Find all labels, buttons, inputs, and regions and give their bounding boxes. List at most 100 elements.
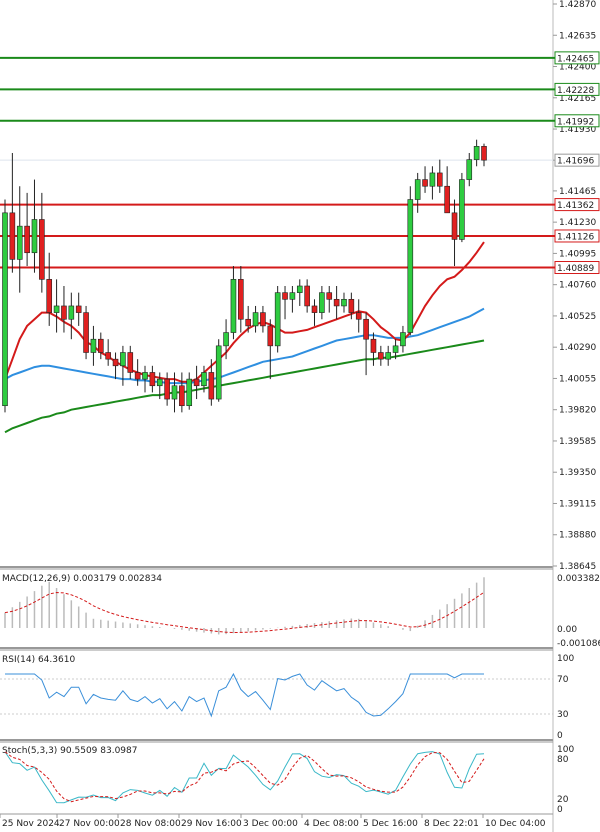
price-tag-label: 1.41696 (557, 157, 594, 167)
rsi-tick-0: 0 (557, 731, 563, 741)
rsi-tick-100: 100 (557, 654, 574, 664)
candle-down (481, 146, 487, 161)
candle-up (90, 338, 97, 353)
level-label: 1.42465 (557, 54, 594, 64)
candle-down (444, 185, 450, 214)
candle-up (400, 332, 406, 347)
time-tick-label: 27 Nov 00:00 (59, 819, 120, 829)
candle-up (215, 345, 222, 400)
candle-up (156, 378, 163, 387)
candle-up (392, 345, 399, 353)
candle-up (16, 225, 23, 260)
price-tick-label: 1.42635 (559, 31, 596, 41)
candle-up (252, 312, 259, 327)
macd-tick-bottom: -0.001086 (557, 639, 600, 649)
candle-down (98, 338, 104, 353)
rsi-line (5, 672, 484, 718)
stoch-tick-80: 80 (557, 755, 569, 765)
level-tag (554, 229, 600, 243)
candle-up (53, 305, 60, 313)
candle-down (238, 279, 244, 320)
price-tick-label: 1.40760 (559, 281, 596, 291)
candle-up (466, 159, 473, 180)
candle-down (61, 305, 67, 320)
time-axis: 25 Nov 2024 27 Nov 00:00 28 Nov 08:00 29 No… (0, 814, 546, 829)
price-tick-label: 1.41930 (559, 125, 596, 135)
candle-up (31, 219, 38, 254)
macd-signal-line (4, 591, 485, 634)
candle-up (2, 212, 8, 407)
current-price-tag: 1.41696 (554, 153, 600, 167)
stoch-d-line (4, 751, 485, 803)
price-tick-label: 1.41230 (559, 218, 596, 228)
candle-down (363, 318, 369, 340)
rsi-label: RSI(14) 64.3610 (2, 655, 75, 665)
price-tick-label: 1.40055 (559, 374, 596, 384)
stoch-k-line (4, 751, 485, 804)
candle-down (179, 385, 185, 407)
candle-down (149, 372, 156, 387)
time-tick-label: 25 Nov 2024 (2, 819, 60, 829)
price-tick-label: 1.39115 (559, 499, 596, 509)
candle-up (473, 146, 480, 160)
candle-down (193, 378, 200, 387)
macd-tick-top: 0.003382 (557, 574, 600, 584)
time-tick-label: 29 Nov 16:00 (181, 819, 242, 829)
candle-down (46, 279, 53, 313)
candle-down (245, 318, 251, 327)
candle-up (230, 279, 237, 333)
price-tick-label: 1.38880 (559, 531, 596, 541)
candle-down (83, 312, 89, 353)
level-label: 1.40889 (557, 264, 594, 274)
candle-down (134, 372, 141, 380)
time-tick-label: 3 Dec 00:00 (243, 819, 298, 829)
price-tick-label: 1.39820 (559, 406, 596, 416)
candle-down (370, 338, 377, 353)
level-tag (554, 261, 600, 275)
candle-down (24, 225, 30, 254)
candle-down (333, 298, 340, 307)
level-label: 1.41992 (557, 117, 594, 127)
candle-down (282, 292, 288, 300)
rsi-panel: RSI(14) 64.3610 100 70 30 0 (0, 649, 574, 741)
candle-down (451, 212, 458, 240)
price-tick-label: 1.40525 (559, 312, 596, 322)
time-tick-label: 10 Dec 04:00 (485, 819, 546, 829)
macd-histogram (4, 577, 485, 635)
candle-up (68, 305, 75, 320)
level-tag (554, 198, 600, 212)
level-tag (554, 82, 600, 96)
candle-up (142, 372, 148, 380)
candle-up (120, 352, 126, 367)
candle-down (9, 212, 16, 260)
level-tag (554, 51, 600, 65)
candle-down (112, 358, 119, 367)
candle-up (186, 378, 193, 407)
candle-down (75, 305, 82, 313)
level-label: 1.41126 (557, 232, 594, 242)
price-tick-label: 1.42400 (559, 63, 596, 73)
time-tick-label: 8 Dec 22:01 (424, 819, 479, 829)
candle-down (355, 312, 362, 320)
rsi-tick-30: 30 (557, 710, 569, 720)
price-tag-box (554, 153, 600, 167)
candle-down (326, 292, 333, 300)
candle-up (201, 372, 207, 387)
candle-up (274, 292, 281, 347)
time-tick-label: 4 Dec 08:00 (304, 819, 359, 829)
candle-up (385, 352, 392, 360)
macd-tick-zero: 0.00 (557, 625, 577, 635)
stoch-tick-100: 100 (557, 745, 574, 755)
price-tick-label: 1.42870 (559, 0, 596, 10)
horizontal-levels: 1.42465 1.42228 1.41992 1.41362 1.41126 1.408… (0, 51, 600, 275)
price-tick-label: 1.41465 (559, 187, 596, 197)
candlesticks (2, 139, 487, 413)
price-tick-label: 1.39585 (559, 437, 596, 447)
candle-up (171, 385, 178, 400)
ma-green-line (4, 339, 485, 434)
candle-down (378, 352, 384, 360)
candle-down (311, 305, 318, 313)
candle-up (289, 292, 296, 300)
candle-down (127, 352, 134, 373)
